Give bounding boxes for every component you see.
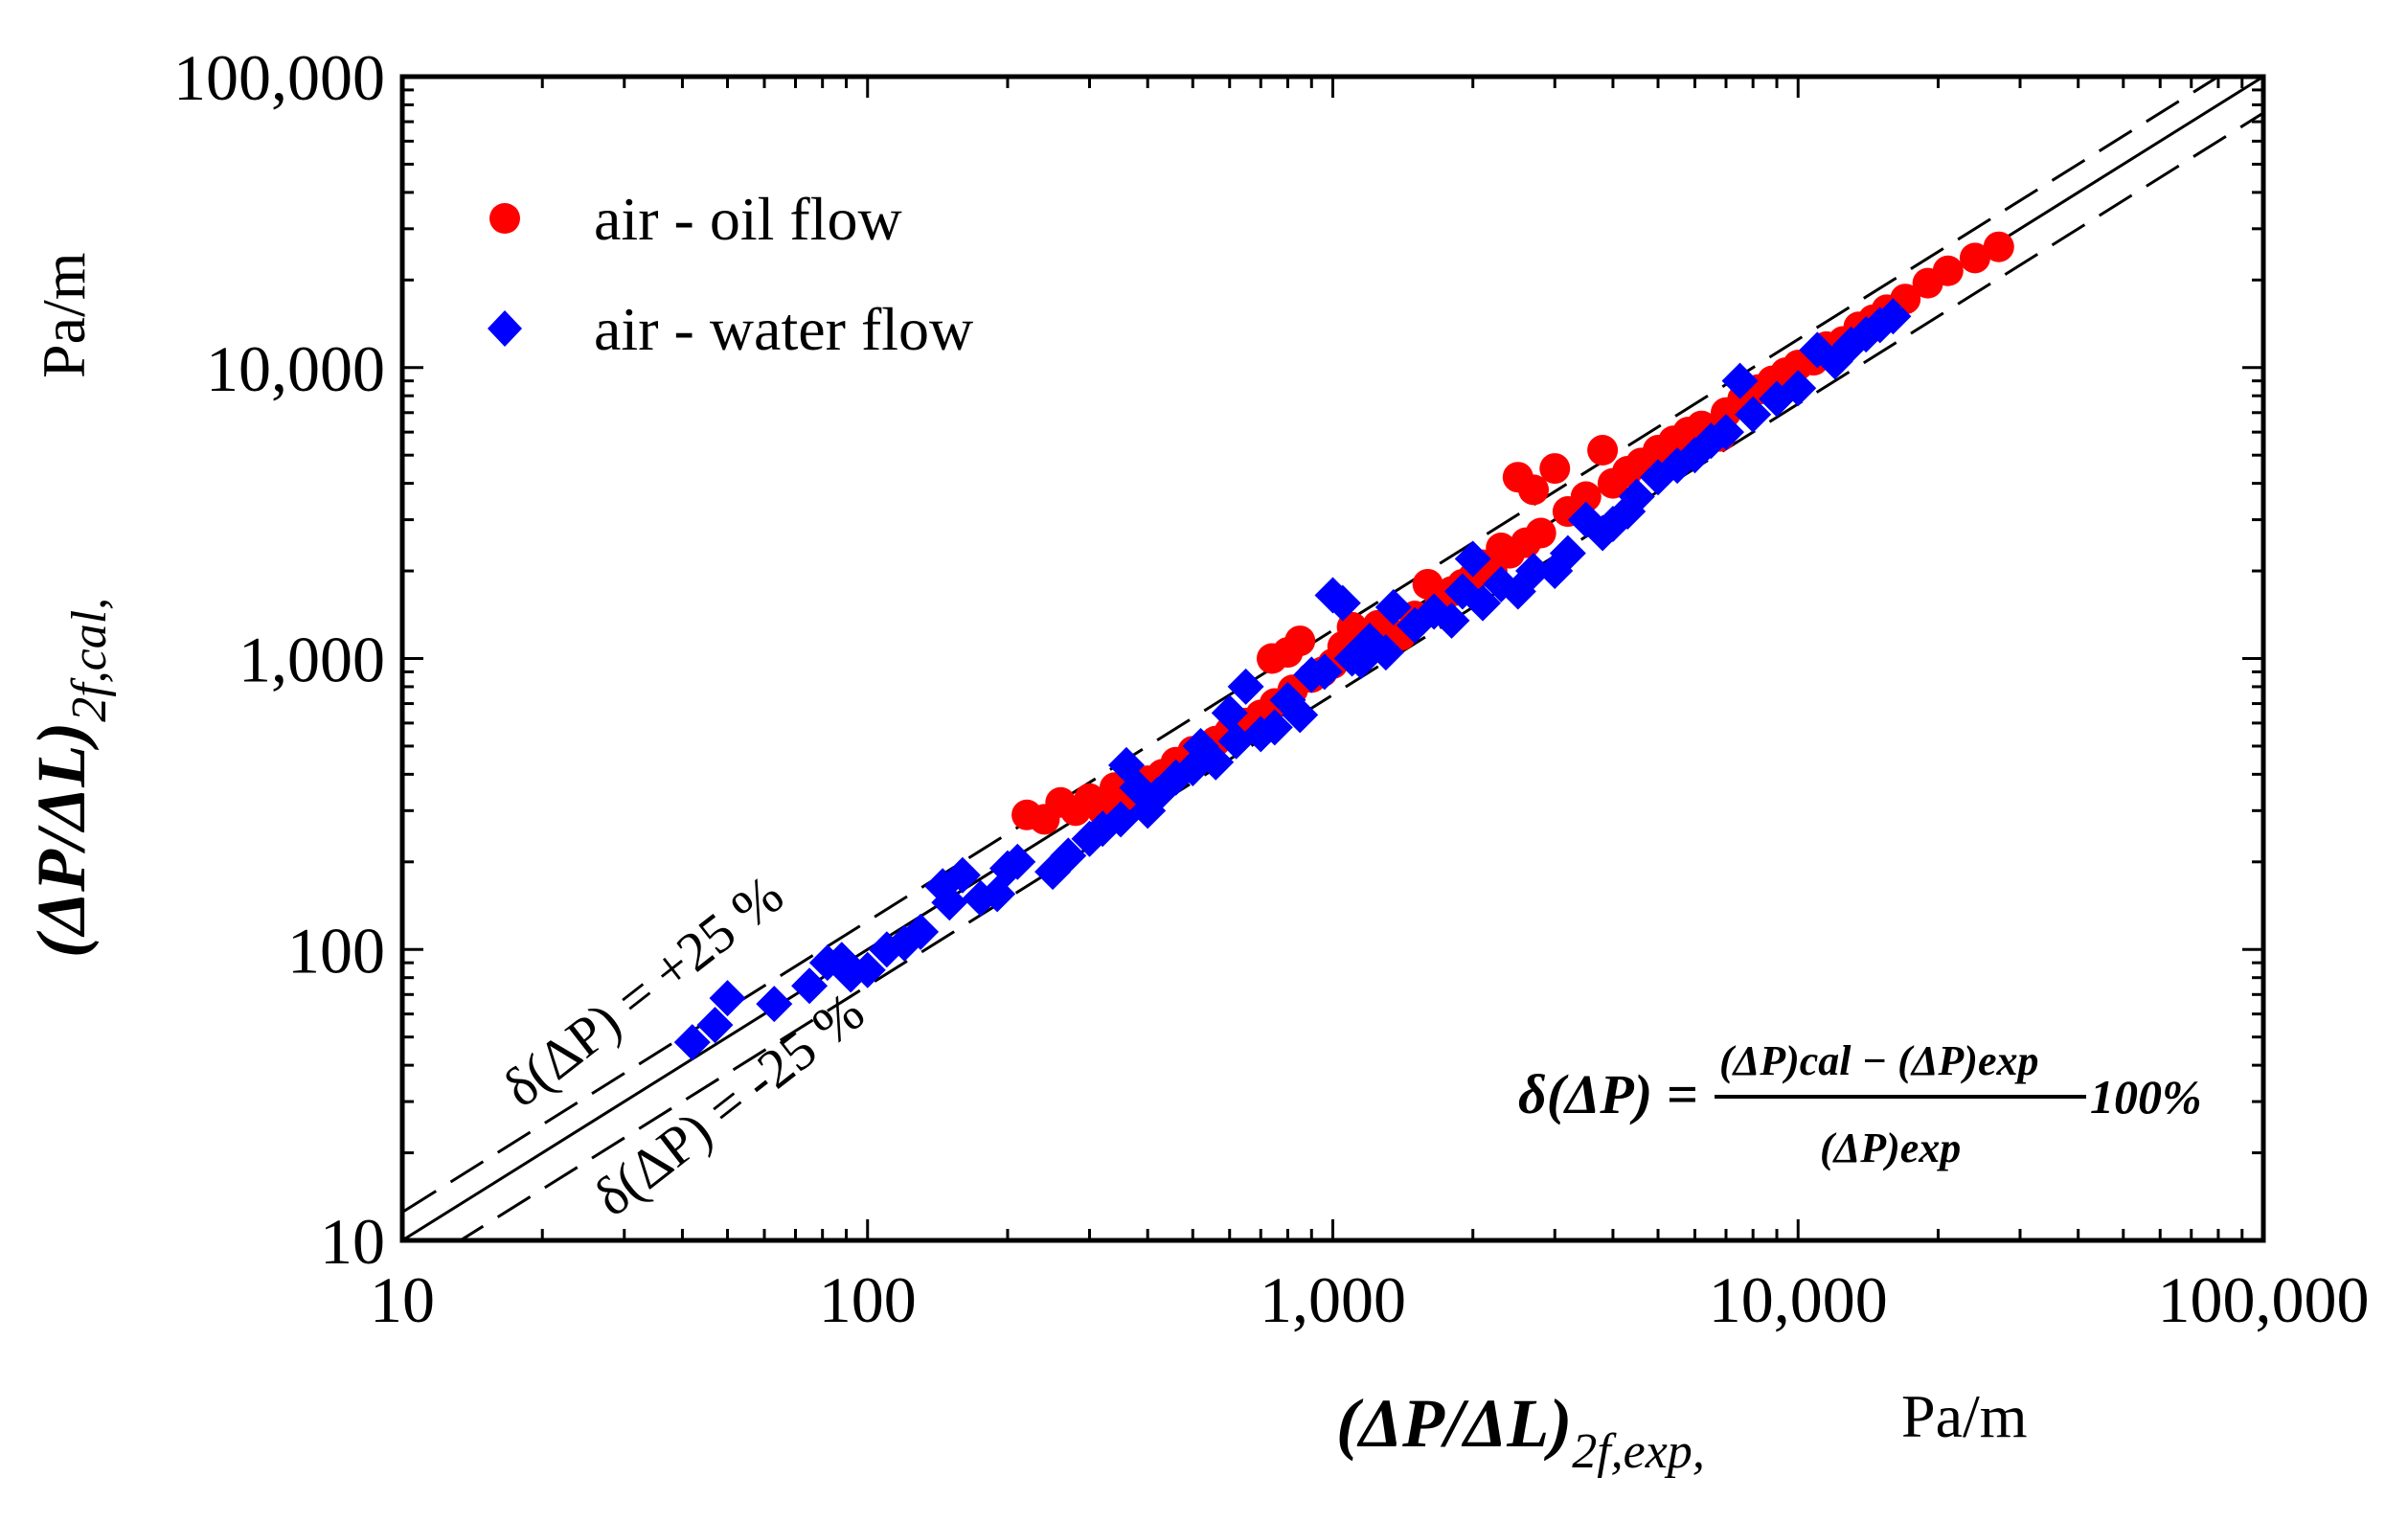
water-point-34 xyxy=(1227,668,1264,705)
water-point-15 xyxy=(962,879,999,917)
data-points xyxy=(673,231,2014,1061)
x-tick-label: 10,000 xyxy=(1709,1263,1888,1336)
water-point-23 xyxy=(1102,801,1140,838)
x-axis-unit: Pa/m xyxy=(1901,1382,2028,1450)
legend-marker-oil xyxy=(489,203,520,234)
water-point-13 xyxy=(931,884,968,921)
legend-label-water: air - water flow xyxy=(594,295,973,363)
water-point-32 xyxy=(1211,694,1248,732)
water-point-36 xyxy=(1256,709,1293,746)
water-point-1 xyxy=(696,1007,734,1044)
oil-point-44 xyxy=(1525,517,1556,549)
water-point-58 xyxy=(1549,534,1586,572)
formula-denominator: (ΔP)exp xyxy=(1820,1124,1961,1171)
water-point-78 xyxy=(1874,298,1912,335)
water-point-20 xyxy=(1050,837,1087,875)
water-point-11 xyxy=(902,913,940,950)
legend-label-oil: air - oil flow xyxy=(594,185,902,253)
water-point-8 xyxy=(849,951,886,988)
formula-numerator: (ΔP)cal − (ΔP)exp xyxy=(1719,1037,2038,1084)
water-point-52 xyxy=(1454,540,1491,578)
y-tick-label: 100 xyxy=(287,914,385,987)
water-point-3 xyxy=(756,986,793,1023)
water-point-50 xyxy=(1433,602,1470,639)
water-point-53 xyxy=(1465,584,1502,622)
y-tick-label: 100,000 xyxy=(173,41,385,114)
water-point-4 xyxy=(791,967,829,1005)
water-point-2 xyxy=(709,980,746,1017)
x-axis-title-main: (ΔP/ΔL) xyxy=(1336,1385,1572,1462)
legend: air - oil flow air - water flow xyxy=(488,185,973,363)
oil-point-45 xyxy=(1539,453,1571,485)
y-axis-title: (ΔP/ΔL)2f,cal, xyxy=(23,598,117,958)
legend-marker-water xyxy=(488,310,522,347)
water-point-18 xyxy=(999,843,1036,880)
water-point-46 xyxy=(1367,634,1404,671)
formula-lhs: δ(ΔP) = xyxy=(1518,1063,1698,1125)
y-axis-title-sub: 2f,cal xyxy=(62,610,117,722)
water-point-42 xyxy=(1324,584,1361,622)
oil-point-73 xyxy=(1983,231,2014,262)
water-point-38 xyxy=(1282,696,1319,734)
x-axis-title-suffix: , xyxy=(1692,1424,1705,1479)
x-axis-title-sub: 2f,exp xyxy=(1572,1424,1692,1479)
oil-point-47 xyxy=(1570,481,1602,512)
water-point-69 xyxy=(1721,362,1759,399)
y-tick-label: 10,000 xyxy=(206,332,385,405)
y-tick-label: 1,000 xyxy=(239,624,385,696)
x-tick-label: 1,000 xyxy=(1260,1263,1406,1336)
oil-point-43 xyxy=(1518,474,1550,506)
water-point-47 xyxy=(1374,589,1412,626)
oil-point-72 xyxy=(1959,242,1990,274)
reference-line-plus-25 xyxy=(402,77,2221,1215)
error-formula: δ(ΔP) = (ΔP)cal − (ΔP)exp (ΔP)exp 100% xyxy=(1518,1037,2202,1171)
plot-frame xyxy=(399,74,2266,1243)
water-point-14 xyxy=(943,856,981,894)
water-point-31 xyxy=(1197,743,1235,781)
formula-suffix: 100% xyxy=(2090,1070,2202,1124)
tick-labels: 10 100 1,000 10,000 100,000 10 100 1,000 10,000 1… xyxy=(173,41,2370,1336)
x-tick-label: 10 xyxy=(370,1263,435,1336)
x-tick-label: 100 xyxy=(819,1263,917,1336)
y-tick-label: 10 xyxy=(320,1205,385,1278)
x-axis-title: (ΔP/ΔL)2f,exp, xyxy=(1336,1385,1705,1479)
y-axis-title-main: (ΔP/ΔL) xyxy=(23,722,100,958)
water-point-63 xyxy=(1618,478,1655,515)
y-axis-title-suffix: , xyxy=(62,598,117,610)
reference-line-minus-25 xyxy=(457,111,2263,1240)
oil-point-21 xyxy=(1284,625,1316,657)
x-tick-label: 100,000 xyxy=(2158,1263,2370,1336)
water-point-72 xyxy=(1780,370,1817,407)
water-point-0 xyxy=(673,1024,711,1061)
water-point-40 xyxy=(1306,653,1343,691)
y-axis-unit: Pa/m xyxy=(30,252,98,378)
water-point-56 xyxy=(1515,553,1553,590)
oil-point-48 xyxy=(1587,435,1619,466)
water-point-68 xyxy=(1708,414,1745,451)
water-point-70 xyxy=(1735,396,1772,433)
oil-point-71 xyxy=(1932,255,1964,286)
